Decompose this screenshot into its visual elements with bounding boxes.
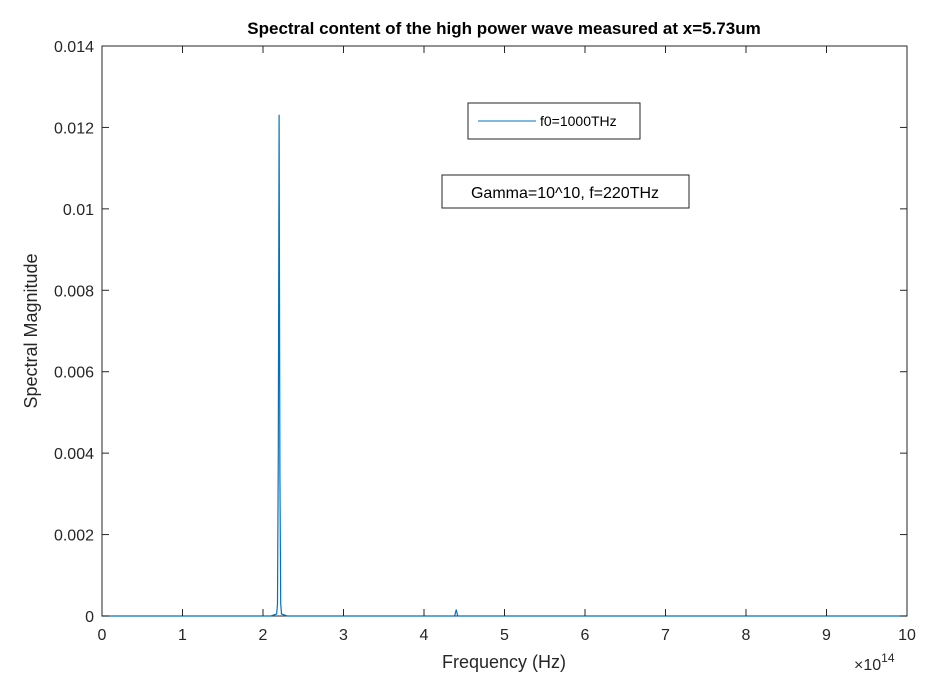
y-tick-label: 0 xyxy=(85,609,94,626)
x-tick-label: 9 xyxy=(822,627,831,644)
x-multiplier-base: ×10 xyxy=(854,657,881,674)
series-group xyxy=(102,114,907,617)
annotation-text: Gamma=10^10, f=220THz xyxy=(471,185,659,202)
x-tick-label: 3 xyxy=(339,627,348,644)
annotation-box xyxy=(441,174,690,209)
y-tick-label: 0.006 xyxy=(54,365,94,382)
x-tick-label: 5 xyxy=(500,627,509,644)
y-tick-label: 0.01 xyxy=(63,202,94,219)
annotation: Gamma=10^10, f=220THz xyxy=(441,174,690,209)
x-tick-label: 8 xyxy=(742,627,751,644)
x-tick-label: 1 xyxy=(178,627,187,644)
plot-area xyxy=(101,45,908,617)
x-tick-label: 10 xyxy=(898,627,916,644)
x-multiplier-exponent: 14 xyxy=(881,651,895,665)
chart-title: Spectral content of the high power wave … xyxy=(247,19,760,38)
x-tick-label: 7 xyxy=(661,627,670,644)
y-axis-label: Spectral Magnitude xyxy=(21,253,41,408)
x-tick-label: 0 xyxy=(98,627,107,644)
y-tick-label: 0.014 xyxy=(54,39,94,56)
series-line xyxy=(102,114,907,617)
y-tick-label: 0.004 xyxy=(54,446,94,463)
legend: f0=1000THz xyxy=(467,102,641,140)
legend-label-f0: f0=1000THz xyxy=(540,113,617,129)
y-tick-label: 0.008 xyxy=(54,283,94,300)
y-tick-label: 0.002 xyxy=(54,528,94,545)
x-tick-label: 4 xyxy=(420,627,429,644)
y-tick-label: 0.012 xyxy=(54,120,94,137)
x-tick-label: 2 xyxy=(259,627,268,644)
x-axis-multiplier: ×1014 xyxy=(854,651,895,674)
ticks-group: 0 1 2 3 4 5 6 7 8 9 10 0 0.002 0.004 0.006 0.008 0.01 0.0… xyxy=(54,39,916,644)
x-tick-label: 6 xyxy=(581,627,590,644)
x-axis-label: Frequency (Hz) xyxy=(442,652,566,672)
